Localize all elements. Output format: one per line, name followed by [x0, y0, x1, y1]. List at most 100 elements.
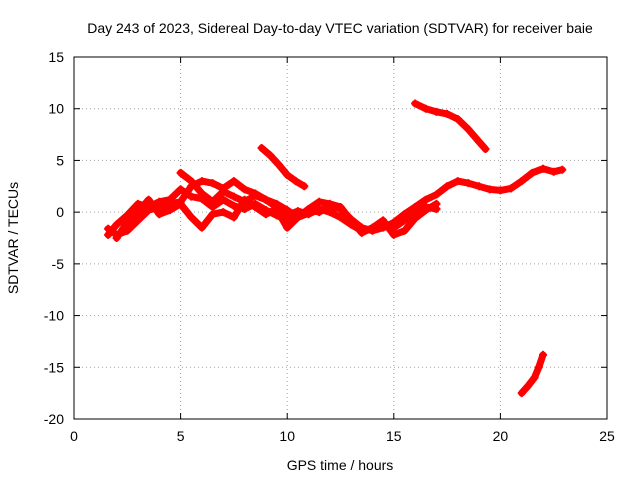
- series-lower-segment-21h: [518, 351, 547, 397]
- data-point: [534, 363, 543, 372]
- data-point: [272, 199, 281, 208]
- data-point: [443, 109, 452, 118]
- data-point: [176, 185, 185, 194]
- data-point: [368, 223, 377, 232]
- data-point: [336, 202, 345, 211]
- data-point: [443, 182, 452, 191]
- data-point: [400, 226, 409, 235]
- data-point: [558, 165, 567, 174]
- data-point: [229, 201, 238, 210]
- data-point: [112, 234, 121, 242]
- data-point: [229, 192, 238, 201]
- data-point: [104, 224, 113, 233]
- data-point: [421, 206, 430, 215]
- x-axis-title: GPS time / hours: [287, 457, 394, 473]
- data-point: [261, 210, 270, 219]
- y-tick-label: 0: [56, 204, 64, 220]
- data-point: [123, 218, 132, 227]
- data-point: [485, 185, 494, 194]
- data-point: [379, 216, 388, 225]
- data-point: [187, 192, 196, 201]
- x-tick-label: 15: [386, 428, 402, 444]
- data-point: [464, 125, 473, 134]
- plot-frame: [73, 56, 608, 420]
- y-tick-label: 15: [48, 49, 64, 65]
- series-points-main-band-d: [176, 168, 313, 222]
- data-point: [208, 210, 217, 219]
- data-point: [347, 216, 356, 225]
- data-point: [229, 213, 238, 222]
- series-points-upper-segment-16h: [411, 99, 490, 154]
- data-point: [421, 104, 430, 113]
- data-point: [411, 99, 420, 108]
- data-point: [283, 223, 292, 232]
- data-point: [274, 160, 283, 169]
- data-point: [432, 190, 441, 199]
- y-tick-label: -15: [44, 359, 64, 375]
- data-point: [549, 167, 558, 176]
- data-point: [261, 195, 270, 204]
- data-point: [315, 205, 324, 214]
- data-point: [475, 182, 484, 191]
- data-point: [530, 373, 539, 382]
- data-point: [144, 206, 153, 215]
- data-point: [453, 177, 462, 186]
- data-series: [104, 99, 567, 398]
- x-tick-label: 10: [279, 428, 295, 444]
- data-point: [475, 137, 484, 146]
- data-point: [112, 220, 121, 229]
- data-point: [432, 107, 441, 116]
- data-point: [133, 208, 142, 217]
- data-point: [251, 191, 260, 200]
- x-tick-label: 20: [493, 428, 509, 444]
- data-point: [517, 389, 526, 398]
- data-point: [187, 213, 196, 222]
- data-point: [507, 184, 516, 193]
- data-point: [421, 195, 430, 204]
- data-point: [197, 223, 206, 232]
- grid-lines: [74, 57, 607, 419]
- data-point: [528, 168, 537, 177]
- axis-ticks: [73, 56, 608, 420]
- y-tick-label: 10: [48, 101, 64, 117]
- data-point: [357, 228, 366, 237]
- x-tick-label: 5: [177, 428, 185, 444]
- data-point: [325, 208, 334, 217]
- data-point: [208, 179, 217, 188]
- data-point: [229, 177, 238, 186]
- data-point: [496, 186, 505, 195]
- data-point: [219, 187, 228, 196]
- data-point: [240, 197, 249, 206]
- data-point: [187, 177, 196, 186]
- data-point: [257, 144, 266, 153]
- data-point: [133, 216, 142, 225]
- data-point: [293, 213, 302, 222]
- data-point: [219, 208, 228, 217]
- data-point: [325, 199, 334, 208]
- y-axis-title: SDTVAR / TECUs: [5, 182, 21, 294]
- data-point: [411, 214, 420, 223]
- x-tick-label: 25: [599, 428, 615, 444]
- x-tick-label: 0: [70, 428, 78, 444]
- data-point: [432, 199, 441, 208]
- data-point: [155, 210, 164, 219]
- data-point: [219, 195, 228, 204]
- data-point: [539, 164, 548, 173]
- data-point: [197, 189, 206, 198]
- data-point: [539, 350, 548, 359]
- data-point: [176, 199, 185, 208]
- data-point: [240, 185, 249, 194]
- data-point: [481, 145, 490, 154]
- data-point: [144, 195, 153, 204]
- data-point: [453, 115, 462, 124]
- data-point: [336, 213, 345, 222]
- data-point: [300, 182, 309, 191]
- data-point: [389, 230, 398, 239]
- data-point: [315, 197, 324, 206]
- data-point: [266, 151, 275, 160]
- data-point: [411, 202, 420, 211]
- chart-title: Day 243 of 2023, Sidereal Day-to-day VTE…: [87, 20, 593, 36]
- y-tick-label: 5: [56, 152, 64, 168]
- data-point: [283, 206, 292, 215]
